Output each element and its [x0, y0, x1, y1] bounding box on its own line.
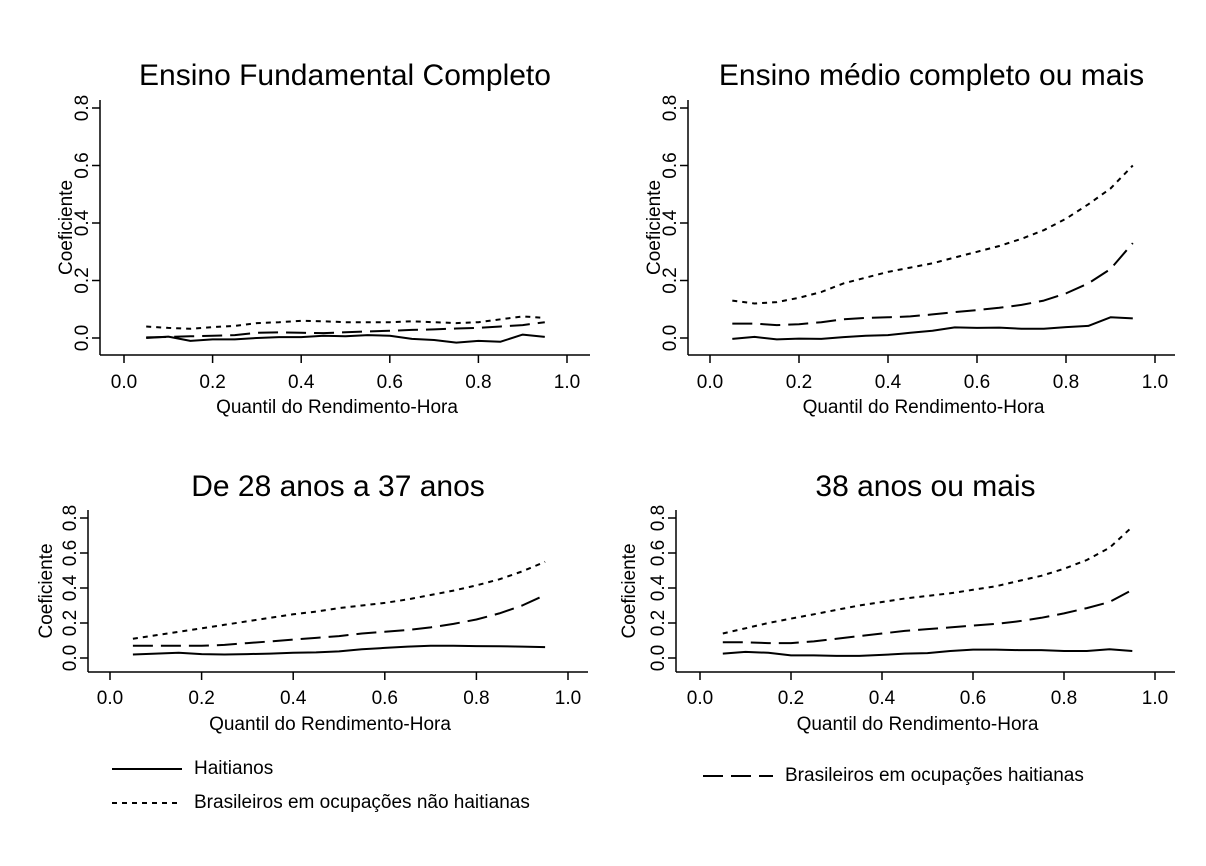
y-axis-label-1: Coeficiente [644, 180, 665, 275]
x-tick-label-0-0: 0.0 [111, 372, 137, 393]
x-tick-label-2-3: 0.6 [372, 688, 398, 709]
x-tick-label-0-1: 0.2 [199, 372, 225, 393]
x-tick-label-0-2: 0.4 [288, 372, 315, 393]
x-tick-label-2-0: 0.0 [97, 688, 123, 709]
series-line-haitianos-2 [132, 644, 546, 656]
x-axis-label-2: Quantil do Rendimento-Hora [209, 714, 451, 735]
legend-item-brasileiros-haitianas: Brasileiros em ocupações haitianas [703, 765, 1084, 787]
series-line-haitianos-1 [732, 316, 1133, 341]
y-tick-label-2-2: 0.4 [60, 574, 81, 601]
y-tick-label-2-4: 0.8 [60, 505, 81, 531]
series-line-brasileiros-nao-haitianas-2 [132, 560, 546, 640]
y-tick-label-3-0: 0.0 [648, 645, 669, 671]
x-tick-label-3-2: 0.4 [869, 688, 896, 709]
x-tick-label-2-5: 1.0 [555, 688, 581, 709]
chart-title-1: Ensino médio completo ou mais [719, 59, 1144, 92]
x-tick-label-2-2: 0.4 [280, 688, 307, 709]
x-tick-label-3-5: 1.0 [1142, 688, 1168, 709]
x-tick-label-1-0: 0.0 [697, 372, 723, 393]
x-tick-label-2-4: 0.8 [463, 688, 489, 709]
chart-title-3: 38 anos ou mais [815, 470, 1035, 503]
y-tick-label-3-3: 0.6 [648, 540, 669, 566]
x-tick-label-1-2: 0.4 [875, 372, 902, 393]
x-axis-label-1: Quantil do Rendimento-Hora [803, 397, 1045, 418]
x-tick-label-3-1: 0.2 [778, 688, 804, 709]
y-tick-label-1-1: 0.2 [660, 267, 681, 293]
series-line-brasileiros-nao-haitianas-1 [732, 164, 1134, 305]
chart-title-0: Ensino Fundamental Completo [139, 59, 551, 92]
x-tick-label-0-3: 0.6 [377, 372, 403, 393]
x-tick-label-3-4: 0.8 [1051, 688, 1077, 709]
y-axis-label-2: Coeficiente [36, 543, 57, 638]
series-line-brasileiros-nao-haitianas-0 [146, 315, 545, 330]
y-tick-label-3-1: 0.2 [648, 610, 669, 636]
legend-label-brasileiros-haitianas: Brasileiros em ocupações haitianas [785, 765, 1084, 786]
x-tick-label-3-0: 0.0 [687, 688, 713, 709]
y-tick-label-0-4: 0.8 [72, 95, 93, 121]
legend-item-haitianos: Haitianos [112, 758, 273, 780]
legend-swatch-solid [112, 768, 182, 770]
series-line-haitianos-3 [722, 648, 1133, 657]
series-line-brasileiros-haitianas-1 [732, 242, 1134, 327]
y-tick-label-0-1: 0.2 [72, 267, 93, 293]
y-tick-label-0-2: 0.4 [72, 209, 93, 236]
series-line-brasileiros-haitianas-0 [146, 321, 545, 339]
x-tick-label-1-3: 0.6 [964, 372, 990, 393]
x-tick-label-1-1: 0.2 [786, 372, 812, 393]
x-tick-label-0-5: 1.0 [554, 372, 580, 393]
x-tick-label-0-4: 0.8 [465, 372, 491, 393]
y-tick-label-1-0: 0.0 [660, 325, 681, 351]
y-axis-label-0: Coeficiente [56, 180, 77, 275]
x-tick-label-1-4: 0.8 [1053, 372, 1079, 393]
chart-title-2: De 28 anos a 37 anos [191, 470, 485, 503]
x-tick-label-2-1: 0.2 [188, 688, 214, 709]
legend-swatch-dashed [703, 775, 773, 777]
y-tick-label-1-2: 0.4 [660, 209, 681, 236]
y-axis-label-3: Coeficiente [619, 543, 640, 638]
y-tick-label-0-0: 0.0 [72, 325, 93, 351]
legend-label-haitianos: Haitianos [194, 758, 274, 779]
series-line-brasileiros-haitianas-3 [722, 588, 1133, 645]
y-tick-label-0-3: 0.6 [72, 152, 93, 178]
x-axis-label-3: Quantil do Rendimento-Hora [797, 714, 1039, 735]
y-tick-label-1-4: 0.8 [660, 95, 681, 121]
x-tick-label-3-3: 0.6 [960, 688, 986, 709]
legend-label-brasileiros-nao-haitianas: Brasileiros em ocupações não haitianas [194, 792, 530, 813]
series-line-brasileiros-nao-haitianas-3 [722, 526, 1133, 635]
y-tick-label-2-0: 0.0 [60, 645, 81, 671]
y-tick-label-2-3: 0.6 [60, 540, 81, 566]
y-tick-label-3-4: 0.8 [648, 505, 669, 531]
x-axis-label-0: Quantil do Rendimento-Hora [216, 397, 458, 418]
series-line-haitianos-0 [146, 333, 545, 344]
legend-swatch-dotted [112, 802, 182, 804]
y-tick-label-2-1: 0.2 [60, 610, 81, 636]
legend-item-brasileiros-nao-haitianas: Brasileiros em ocupações não haitianas [112, 792, 530, 814]
x-tick-label-1-5: 1.0 [1142, 372, 1168, 393]
series-line-brasileiros-haitianas-2 [132, 594, 546, 647]
y-tick-label-3-2: 0.4 [648, 574, 669, 601]
y-tick-label-1-3: 0.6 [660, 152, 681, 178]
